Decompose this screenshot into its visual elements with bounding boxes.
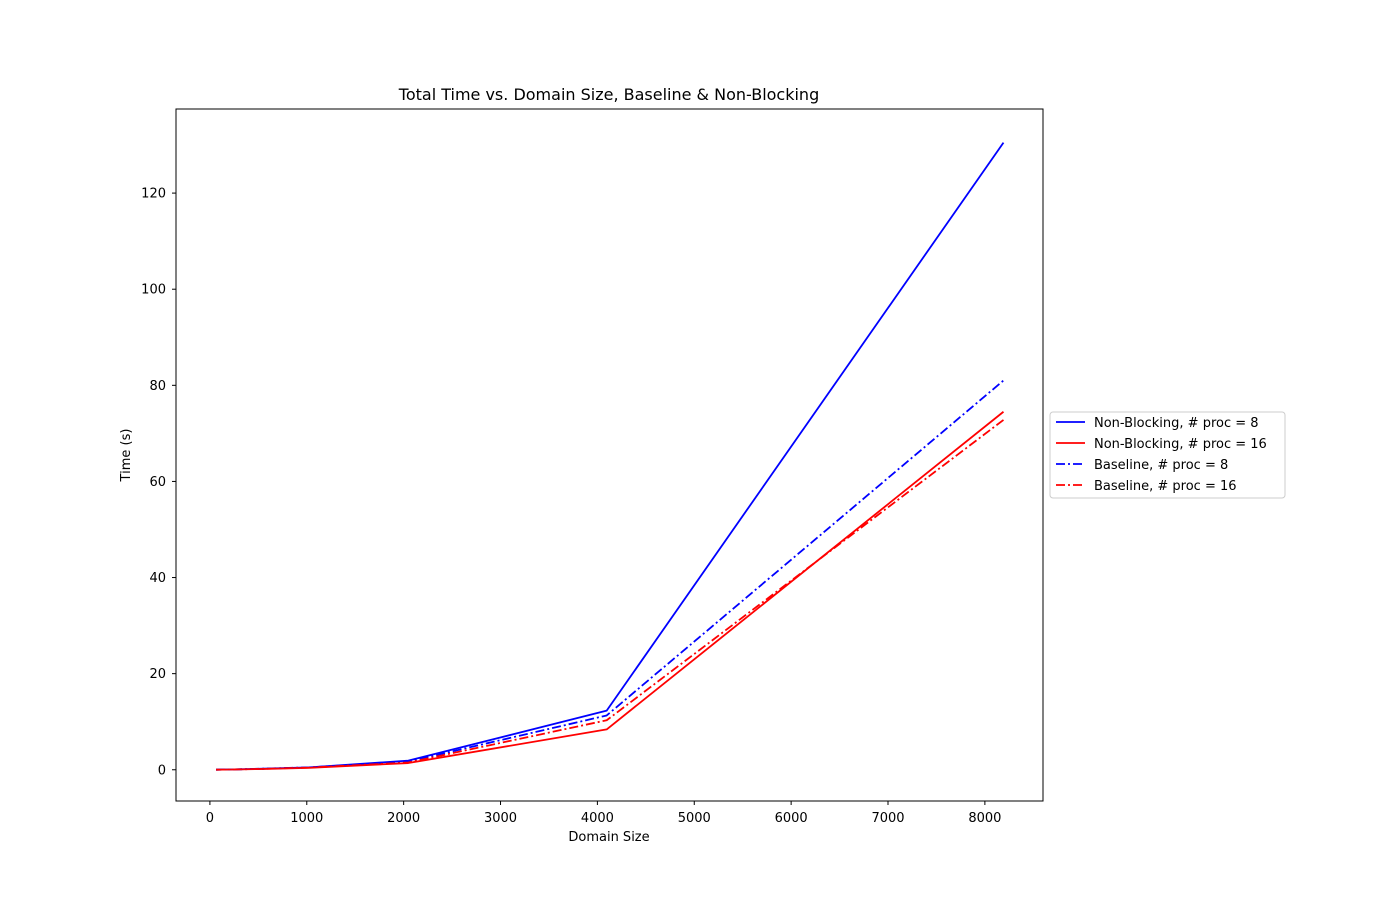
x-tick-label: 0 — [206, 811, 214, 826]
legend-label: Baseline, # proc = 16 — [1094, 479, 1237, 494]
x-tick-label: 5000 — [678, 811, 711, 826]
legend-box — [1049, 411, 1286, 499]
series-line-1 — [216, 142, 1005, 771]
x-tick-label: 1000 — [290, 811, 323, 826]
x-axis: 0 1000 2000 3000 4000 5000 6000 7000 8000 — [206, 801, 1001, 826]
y-axis-label: Time (s) — [119, 429, 134, 483]
x-axis-label: Domain Size — [568, 830, 649, 845]
chart-title: Total Time vs. Domain Size, Baseline & N… — [398, 85, 819, 104]
y-tick-label: 40 — [149, 571, 166, 586]
legend-label: Non-Blocking, # proc = 16 — [1094, 437, 1267, 452]
y-tick-label: 100 — [141, 283, 166, 298]
x-tick-label: 8000 — [968, 811, 1001, 826]
x-tick-label: 4000 — [581, 811, 614, 826]
series-line-4 — [216, 419, 1005, 771]
legend-label: Baseline, # proc = 8 — [1094, 458, 1228, 473]
y-tick-label: 120 — [141, 187, 166, 202]
plot-area — [175, 108, 1044, 802]
y-tick-label: 80 — [149, 379, 166, 394]
x-tick-label: 7000 — [871, 811, 904, 826]
y-tick-label: 0 — [158, 763, 166, 778]
y-tick-label: 20 — [149, 667, 166, 682]
legend: Non-Blocking, # proc = 8 Non-Blocking, # … — [1049, 411, 1286, 499]
x-tick-label: 6000 — [775, 811, 808, 826]
plot-frame — [175, 108, 1044, 802]
x-tick-label: 2000 — [387, 811, 420, 826]
series-line-2 — [216, 411, 1005, 771]
y-tick-label: 60 — [149, 475, 166, 490]
legend-label: Non-Blocking, # proc = 8 — [1094, 416, 1259, 431]
y-axis: 0 20 40 60 80 100 120 — [141, 187, 176, 778]
series-line-3 — [216, 379, 1005, 771]
x-tick-label: 3000 — [484, 811, 517, 826]
